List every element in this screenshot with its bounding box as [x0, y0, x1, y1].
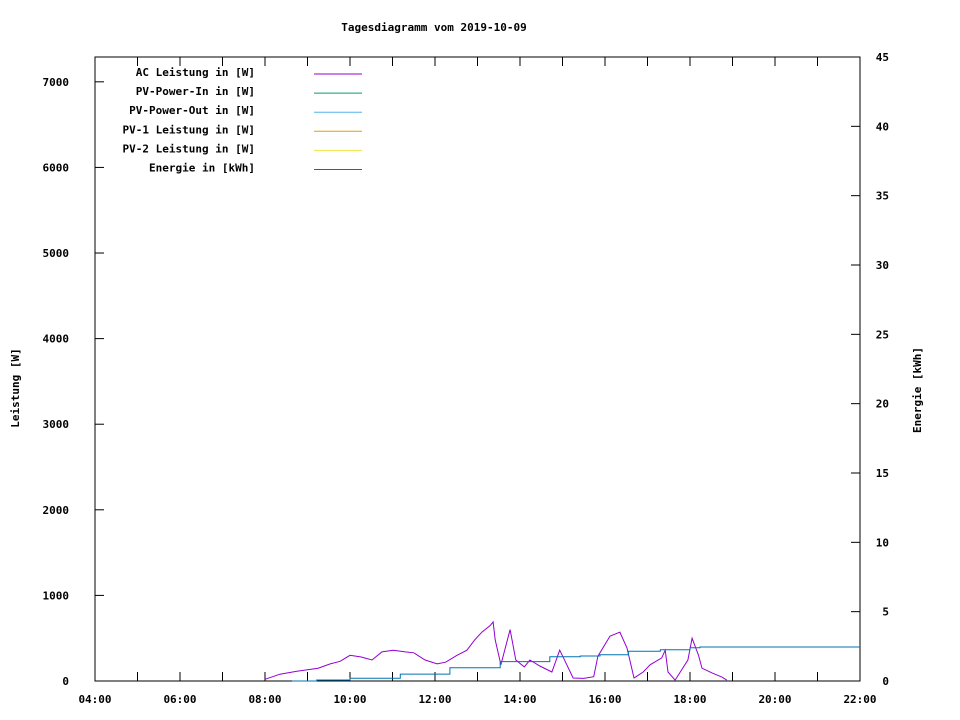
- x-tick-label: 12:00: [418, 693, 451, 706]
- x-tick-label: 04:00: [78, 693, 111, 706]
- y-tick-label: 4000: [43, 333, 70, 346]
- legend-label: PV-2 Leistung in [W]: [123, 142, 255, 155]
- y2-tick-label: 25: [876, 328, 889, 341]
- x-tick-label: 14:00: [503, 693, 536, 706]
- y2-tick-label: 30: [876, 259, 889, 272]
- y2-tick-label: 40: [876, 120, 889, 133]
- y2-axis-label: Energie [kWh]: [911, 347, 924, 433]
- y-tick-label: 7000: [43, 76, 70, 89]
- legend-label: AC Leistung in [W]: [136, 66, 255, 79]
- series-line-5: [291, 646, 860, 682]
- x-tick-label: 08:00: [248, 693, 281, 706]
- series-line-0: [264, 620, 728, 681]
- y-tick-label: 5000: [43, 247, 70, 260]
- y-tick-label: 1000: [43, 589, 70, 602]
- x-tick-label: 18:00: [673, 693, 706, 706]
- y-tick-label: 6000: [43, 161, 70, 174]
- y2-tick-label: 10: [876, 536, 889, 549]
- y-tick-label: 2000: [43, 504, 70, 517]
- y2-tick-label: 20: [876, 398, 889, 411]
- y-tick-label: 0: [62, 675, 69, 688]
- y2-tick-label: 15: [876, 467, 889, 480]
- legend-label: Energie in [kWh]: [149, 162, 255, 175]
- legend-label: PV-Power-Out in [W]: [129, 104, 255, 117]
- y2-tick-label: 5: [882, 606, 889, 619]
- x-tick-label: 06:00: [163, 693, 196, 706]
- chart-title: Tagesdiagramm vom 2019-10-09: [341, 21, 526, 34]
- legend-label: PV-1 Leistung in [W]: [123, 123, 255, 136]
- y-axis-label: Leistung [W]: [9, 348, 22, 427]
- y-tick-label: 3000: [43, 418, 70, 431]
- y2-tick-label: 45: [876, 51, 889, 64]
- x-tick-label: 22:00: [843, 693, 876, 706]
- x-tick-label: 20:00: [758, 693, 791, 706]
- y2-tick-label: 35: [876, 190, 889, 203]
- legend-label: PV-Power-In in [W]: [136, 85, 255, 98]
- y2-tick-label: 0: [882, 675, 889, 688]
- x-tick-label: 10:00: [333, 693, 366, 706]
- x-tick-label: 16:00: [588, 693, 621, 706]
